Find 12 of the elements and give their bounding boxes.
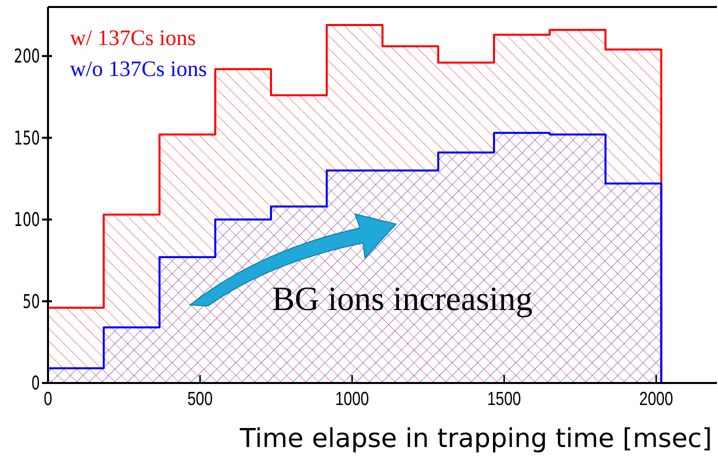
x-axis-title: Time elapse in trapping time [msec]	[238, 424, 712, 454]
x-tick-label: 1000	[335, 387, 369, 410]
y-tick-label: 100	[14, 210, 40, 232]
text: w/o 137Cs ions	[70, 56, 207, 81]
x-tick-label: 1500	[487, 387, 522, 410]
y-tick-label: 150	[14, 128, 40, 150]
x-tick-label: 500	[187, 387, 213, 410]
y-tick-label: 200	[14, 46, 40, 68]
y-tick-label: 50	[22, 291, 40, 314]
y-tick-label: 0	[31, 373, 40, 396]
series-label: w/ 137Cs ions	[70, 25, 196, 50]
x-tick-label: 2000	[639, 387, 674, 410]
